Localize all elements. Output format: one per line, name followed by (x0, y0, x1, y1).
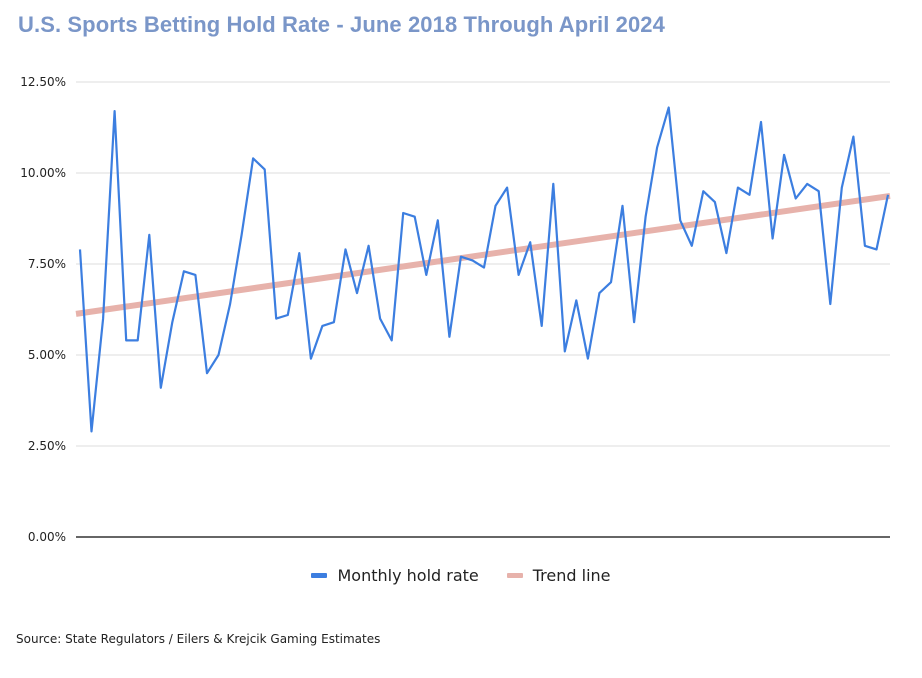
gridlines (76, 81, 890, 447)
legend-swatch-trend (506, 573, 523, 578)
hold-rate-chart: 0.00% 2.50% 5.00% 7.50% 10.00% 12.50% (20, 75, 891, 544)
legend-label-monthly: Monthly hold rate (337, 566, 479, 585)
trend-line-series (75, 192, 891, 317)
y-tick-label: 0.00% (28, 530, 66, 544)
y-tick-label: 5.00% (28, 348, 66, 362)
legend-item-trend: Trend line (506, 566, 611, 585)
y-tick-label: 7.50% (28, 257, 66, 271)
monthly-hold-rate-series (78, 106, 890, 433)
monthly-hold-rate-line (78, 106, 890, 433)
legend: Monthly hold rate Trend line (0, 566, 922, 585)
y-axis-ticks: 0.00% 2.50% 5.00% 7.50% 10.00% 12.50% (20, 75, 66, 544)
legend-label-trend: Trend line (532, 566, 611, 585)
y-tick-label: 12.50% (20, 75, 66, 89)
y-tick-label: 2.50% (28, 439, 66, 453)
chart-title: U.S. Sports Betting Hold Rate - June 201… (18, 12, 665, 37)
legend-swatch-monthly (311, 573, 328, 578)
legend-item-monthly: Monthly hold rate (311, 566, 479, 585)
source-note: Source: State Regulators / Eilers & Krej… (16, 632, 381, 646)
y-tick-label: 10.00% (20, 166, 66, 180)
trend-line (75, 192, 891, 317)
